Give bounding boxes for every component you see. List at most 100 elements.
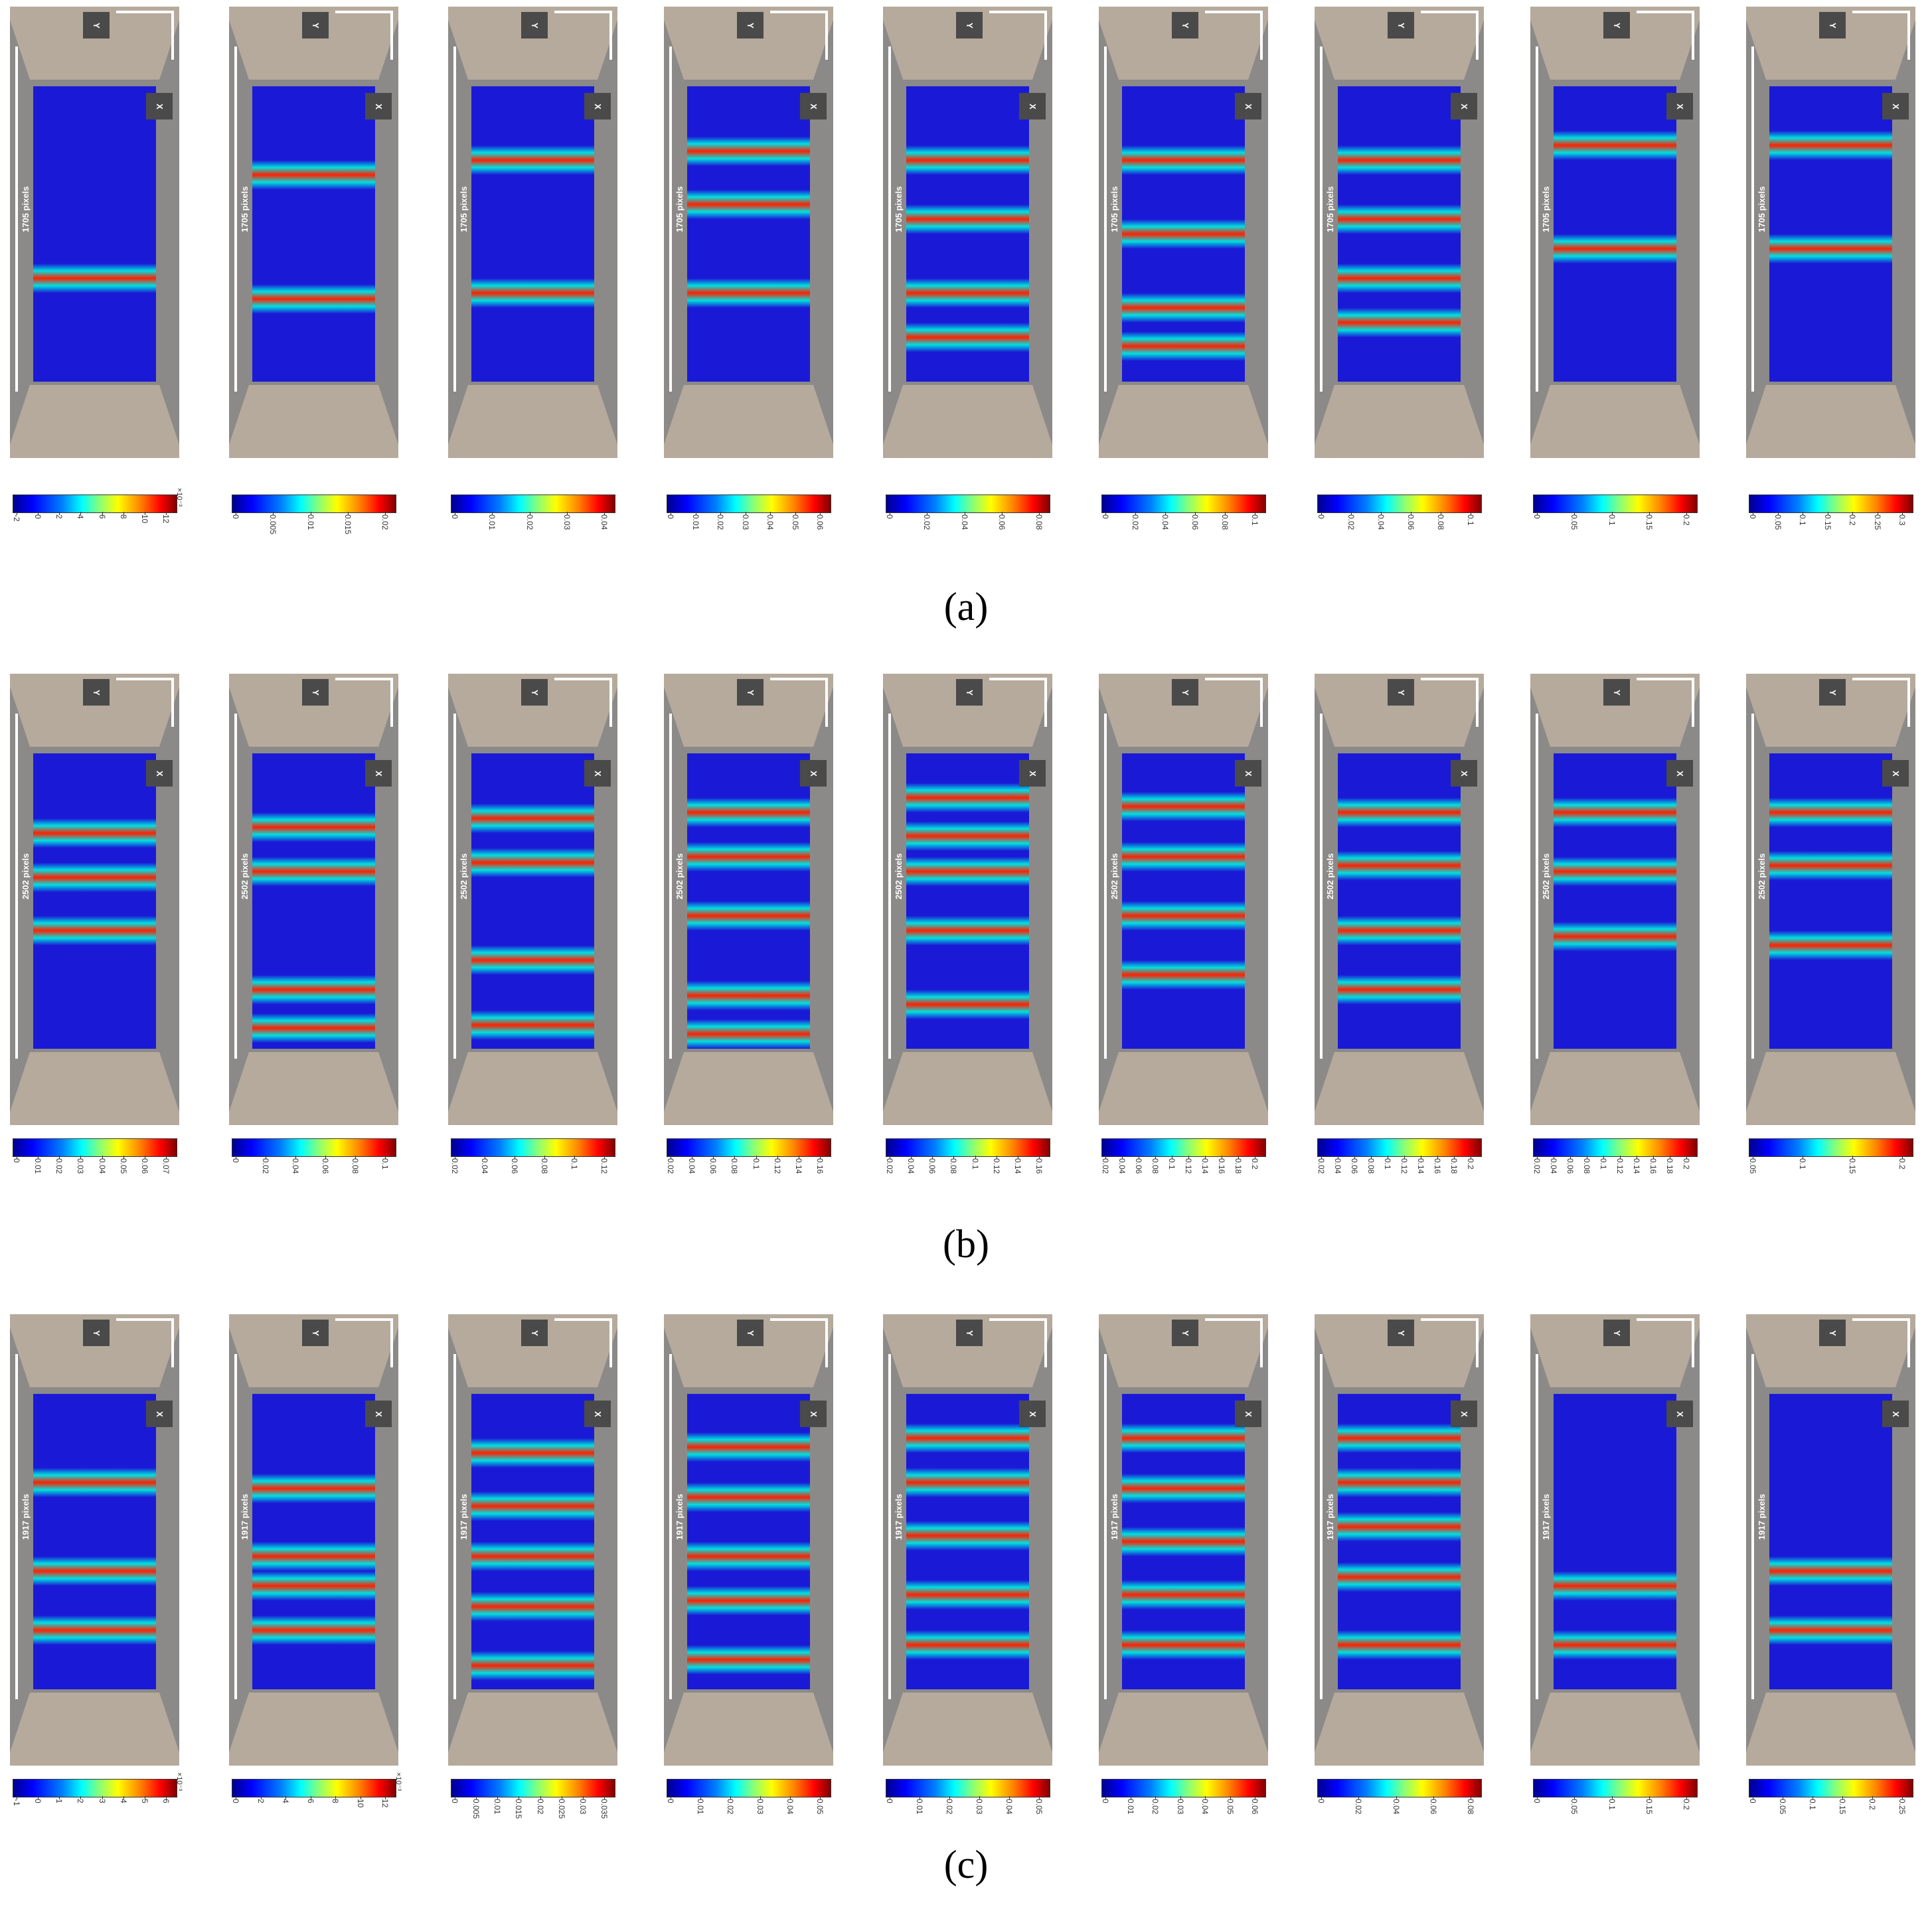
colorbar-gradient bbox=[1749, 495, 1913, 513]
colorbar: 0 0.005 0.01 0.015 0.02 0.025 0.03 0.035 bbox=[448, 1779, 617, 1839]
scale-bar-label: 1705 pixels bbox=[240, 186, 250, 232]
colorbar-tick-label: 0 bbox=[33, 1799, 43, 1803]
concrete-bottom-grip bbox=[1746, 1693, 1915, 1766]
corner-bracket bbox=[1421, 678, 1479, 727]
colorbar-tick-label: 0.04 bbox=[1333, 1158, 1342, 1174]
colorbar-tickmark bbox=[347, 512, 349, 515]
colorbar: 0.02 0.04 0.06 0.08 0.1 0.12 bbox=[448, 1138, 617, 1198]
specimen-panel: 1917 pixels Y X bbox=[1746, 1314, 1915, 1766]
colorbar-tick-label: 0.01 bbox=[487, 514, 497, 530]
scale-bar-label: 2502 pixels bbox=[1541, 853, 1551, 899]
colorbar-tick-label: 0.06 bbox=[510, 1158, 519, 1174]
concrete-top-grip bbox=[1099, 7, 1268, 80]
colorbar-tick-label: 0.15 bbox=[1838, 1799, 1847, 1815]
colorbar-tick-label: 0.01 bbox=[493, 1799, 503, 1815]
colorbar-tick-label: 12 bbox=[380, 1799, 390, 1808]
colorbar-tick-label: 4 bbox=[76, 514, 86, 519]
colorbar-tick-label: 0.01 bbox=[305, 514, 315, 530]
scale-bar bbox=[888, 1354, 891, 1699]
colorbar-tick-label: 5 bbox=[139, 1799, 149, 1803]
colorbar-tickmark bbox=[1135, 512, 1136, 515]
colorbar: 0 0.01 0.02 0.03 0.04 0.05 bbox=[664, 1779, 833, 1839]
colorbar-tick-label: 0.02 bbox=[450, 1158, 459, 1174]
colorbar-tickmark bbox=[1351, 512, 1352, 515]
concrete-top-grip bbox=[448, 674, 617, 747]
colorbar-gradient bbox=[451, 1779, 615, 1797]
colorbar-gradient bbox=[886, 1779, 1050, 1797]
colorbar-tick-label: 0 bbox=[1748, 514, 1757, 519]
colorbar: 0 0.05 0.1 0.15 0.2 bbox=[1530, 495, 1700, 554]
corner-bracket bbox=[770, 678, 828, 727]
axis-x-tag: X bbox=[146, 1401, 173, 1427]
colorbar-tickmark bbox=[80, 1796, 82, 1799]
colorbar-tickmark bbox=[720, 512, 721, 515]
colorbar-tick-label: 0.02 bbox=[535, 1799, 545, 1815]
strain-field bbox=[906, 86, 1029, 382]
colorbar-tick-label: 0.03 bbox=[740, 514, 750, 530]
strain-field bbox=[1338, 1394, 1461, 1689]
colorbar-tick-label: 0.12 bbox=[600, 1158, 609, 1174]
colorbar-tick-label: 0.02 bbox=[922, 514, 932, 530]
colorbar-tickmark bbox=[102, 1796, 103, 1799]
specimen-panel: 2502 pixels Y X bbox=[10, 674, 179, 1125]
colorbar-tick-label: 0 bbox=[1101, 1799, 1110, 1803]
strain-field bbox=[906, 753, 1029, 1049]
colorbar-tickmark bbox=[38, 1156, 39, 1159]
concrete-bottom-grip bbox=[1746, 385, 1915, 458]
concrete-bottom-grip bbox=[883, 1052, 1052, 1125]
specimen-panel: 2502 pixels Y X bbox=[229, 674, 398, 1125]
colorbar-tickmark bbox=[1381, 512, 1382, 515]
scale-bar bbox=[453, 46, 456, 392]
strain-field bbox=[471, 1394, 594, 1689]
concrete-top-grip bbox=[448, 7, 617, 80]
scale-bar-label: 2502 pixels bbox=[1325, 853, 1335, 899]
colorbar-tick-label: 0.04 bbox=[600, 514, 609, 530]
colorbar-tick-label: 0.04 bbox=[765, 514, 775, 530]
concrete-top-grip bbox=[1530, 1314, 1700, 1387]
colorbar-tickmark bbox=[123, 1796, 124, 1799]
colorbar-tickmark bbox=[1454, 1156, 1455, 1159]
colorbar-tickmark bbox=[1574, 1796, 1575, 1799]
specimen-image bbox=[1530, 1314, 1700, 1766]
colorbar-tickmark bbox=[385, 1156, 386, 1159]
specimen-panel: 1705 pixels Y X bbox=[883, 7, 1052, 458]
concrete-top-grip bbox=[229, 1314, 398, 1387]
scale-bar bbox=[1320, 714, 1323, 1059]
colorbar-tick-label: 0.06 bbox=[1406, 514, 1415, 530]
concrete-bottom-grip bbox=[229, 1693, 398, 1766]
corner-bracket bbox=[116, 11, 174, 60]
colorbar-tick-label: 0 bbox=[231, 514, 240, 519]
colorbar-tickmark bbox=[1371, 1156, 1372, 1159]
colorbar-tick-label: 0.02 bbox=[1151, 1799, 1160, 1815]
specimen-image bbox=[1099, 7, 1268, 458]
colorbar-tickmark bbox=[1321, 1796, 1322, 1799]
concrete-bottom-grip bbox=[1315, 1693, 1484, 1766]
concrete-bottom-grip bbox=[1099, 1052, 1268, 1125]
colorbar-tick-label: 0.03 bbox=[562, 514, 572, 530]
corner-bracket bbox=[1421, 1318, 1479, 1367]
colorbar-tick-label: 0.02 bbox=[726, 1799, 735, 1815]
colorbar: 0 0.02 0.04 0.06 0.08 0.1 bbox=[1099, 495, 1268, 554]
colorbar-tickmark bbox=[476, 1796, 477, 1799]
axis-x-tag: X bbox=[800, 93, 827, 119]
colorbar-gradient bbox=[1101, 495, 1266, 513]
corner-bracket bbox=[1852, 11, 1910, 60]
colorbar-tick-label: 0.08 bbox=[1151, 1158, 1160, 1174]
axis-x-tag: X bbox=[146, 93, 173, 119]
colorbar-tickmark bbox=[166, 512, 167, 515]
colorbar-tickmark bbox=[1437, 1156, 1438, 1159]
axis-y-tag: Y bbox=[302, 1320, 329, 1346]
specimen-image bbox=[10, 1314, 179, 1766]
colorbar-tickmark bbox=[1039, 512, 1040, 515]
axis-x-tag: X bbox=[584, 760, 611, 787]
corner-bracket bbox=[1421, 11, 1479, 60]
colorbar-tick-label: 0.06 bbox=[1134, 1158, 1143, 1174]
colorbar: 0 0.05 0.1 0.15 0.2 bbox=[1530, 1779, 1700, 1839]
colorbar-tick-label: 0.04 bbox=[1549, 1158, 1558, 1174]
colorbar-tick-label: 1 bbox=[54, 1799, 64, 1803]
colorbar-tick-label: 12 bbox=[161, 514, 171, 524]
specimen-panel: 2502 pixels Y X bbox=[448, 674, 617, 1125]
colorbar-gradient bbox=[451, 495, 615, 513]
colorbar-tickmark bbox=[1404, 1156, 1405, 1159]
strain-field bbox=[687, 1394, 810, 1689]
